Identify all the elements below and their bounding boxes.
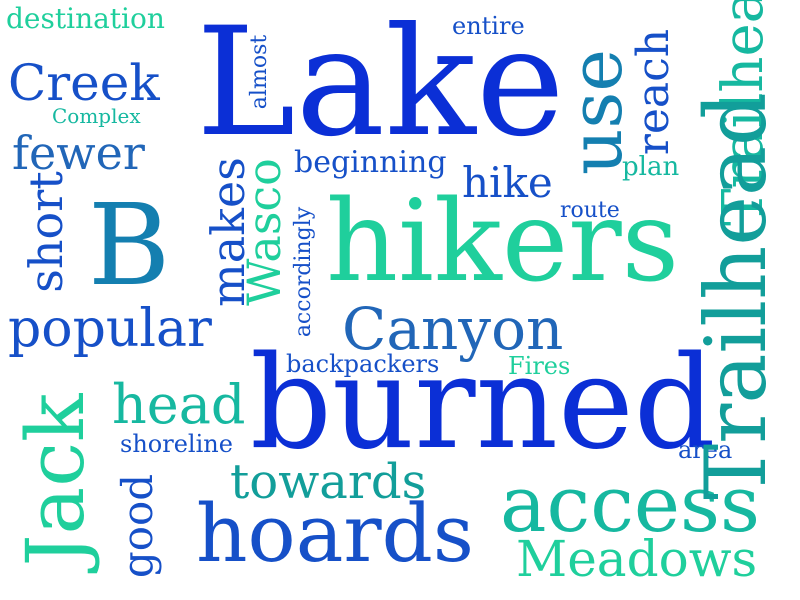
- word-hike: hike: [462, 158, 553, 207]
- word-creek: Creek: [8, 54, 160, 112]
- word-trailhead-right: Trailhead: [687, 92, 785, 500]
- word-head: head: [112, 373, 246, 436]
- word-entire: entire: [452, 12, 525, 40]
- word-popular: popular: [8, 299, 212, 359]
- word-plan: plan: [622, 152, 680, 182]
- word-complex: Complex: [52, 104, 141, 128]
- word-reach: reach: [628, 28, 679, 156]
- word-wasco: Wasco: [237, 158, 291, 306]
- word-b: B: [88, 181, 171, 311]
- word-area: area: [678, 436, 733, 464]
- word-short: short: [19, 171, 73, 293]
- word-access: access: [500, 460, 761, 550]
- word-hoards: hoards: [196, 487, 474, 580]
- word-almost: almost: [247, 34, 272, 110]
- word-jack: Jack: [9, 393, 102, 567]
- word-beginning: beginning: [294, 145, 447, 180]
- word-canyon: Canyon: [342, 295, 564, 363]
- word-hikers: hikers: [326, 177, 680, 307]
- word-route: route: [560, 198, 620, 223]
- word-meadows: Meadows: [516, 530, 758, 588]
- word-towards: towards: [230, 454, 427, 510]
- word-lake: Lake: [196, 0, 565, 170]
- word-fires: Fires: [508, 352, 571, 380]
- word-shoreline: shoreline: [120, 430, 233, 458]
- word-backpackers: backpackers: [286, 350, 440, 378]
- word-accordingly: accordingly: [291, 206, 316, 338]
- word-fewer: fewer: [12, 126, 145, 180]
- word-good: good: [113, 473, 162, 579]
- word-burned: burned: [250, 329, 716, 478]
- word-destination: destination: [6, 2, 165, 35]
- word-use: use: [554, 49, 638, 175]
